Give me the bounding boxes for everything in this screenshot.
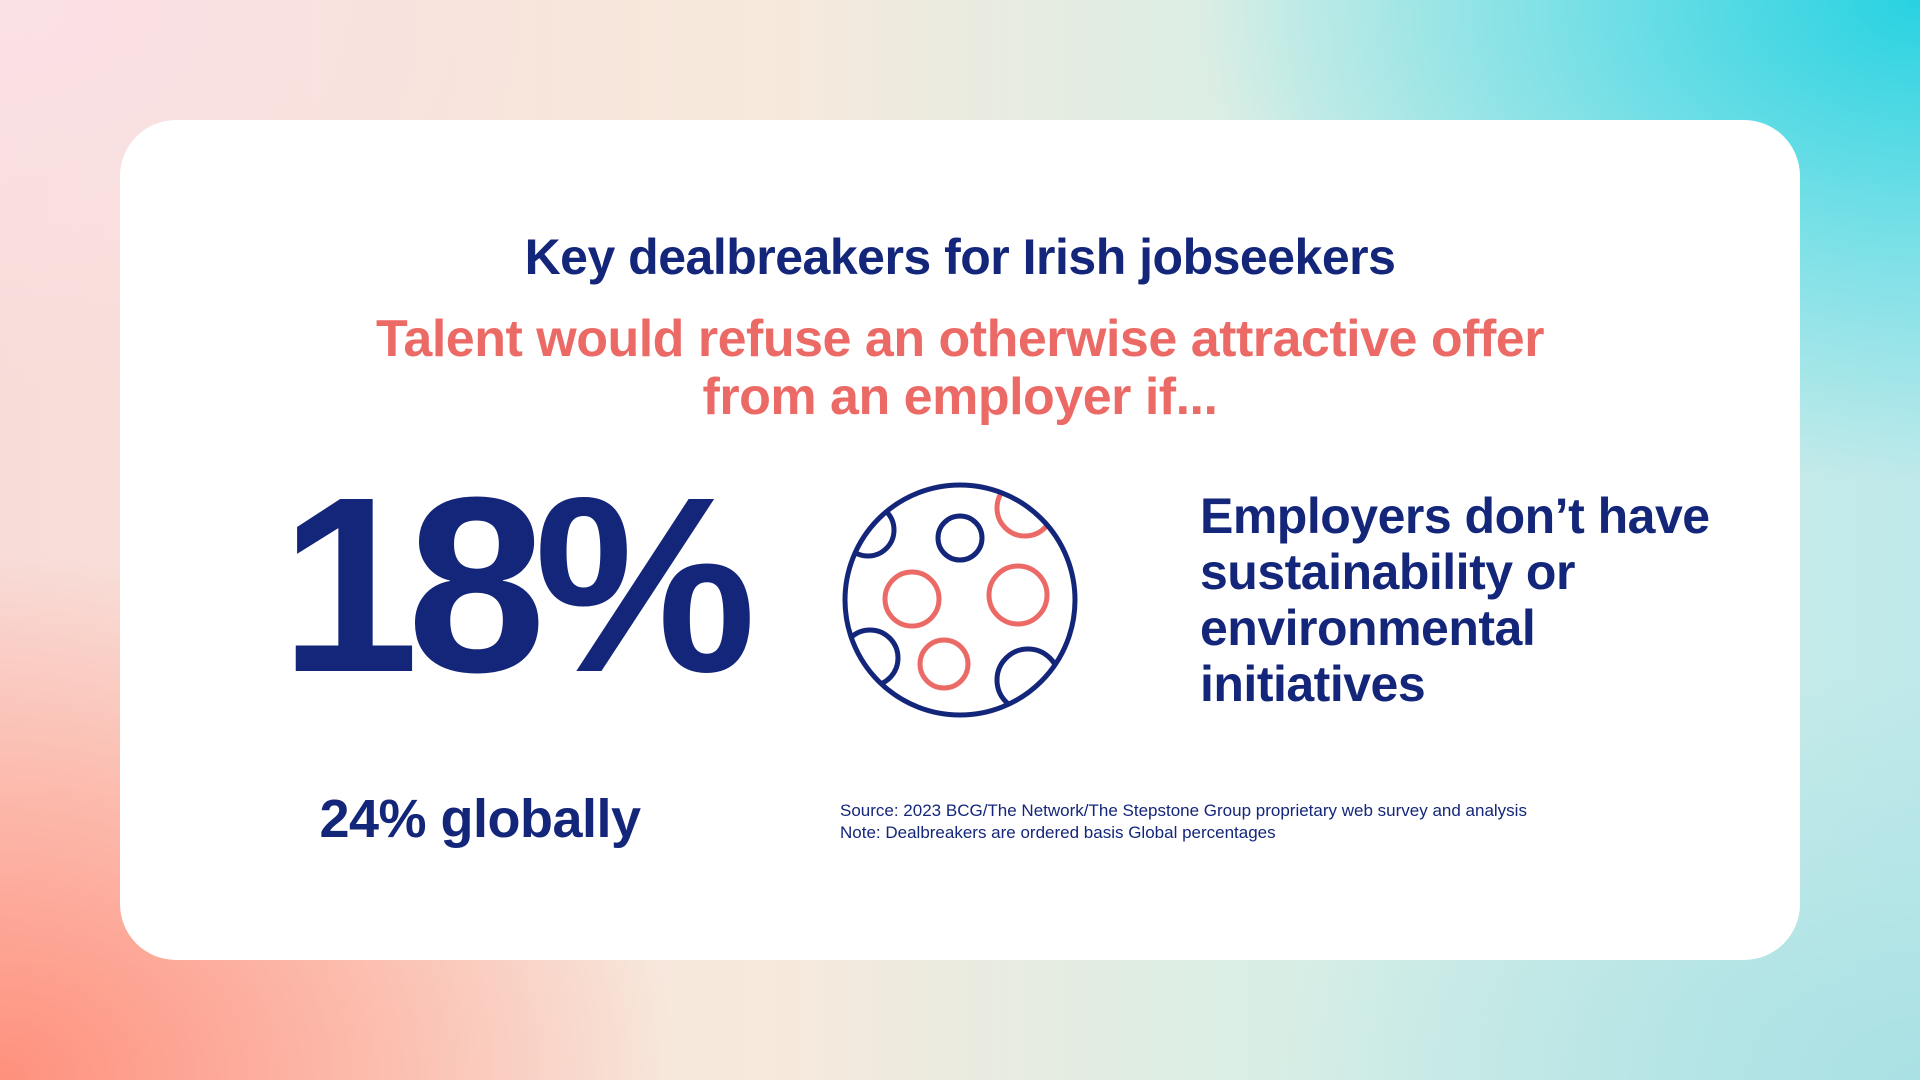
page-title: Key dealbreakers for Irish jobseekers [524, 229, 1396, 285]
method-note: Note: Dealbreakers are ordered basis Glo… [840, 823, 1276, 842]
dealbreaker-statement: Employers don’t have sustainability or e… [1200, 488, 1710, 712]
main-percentage: 18% [280, 445, 756, 724]
footnotes: Source: 2023 BCG/The Network/The Stepsto… [840, 800, 1700, 844]
inner-circle-bottom [917, 637, 971, 691]
inner-circle-left [882, 569, 942, 629]
globe-outline [842, 482, 1078, 718]
infographic-card: Key dealbreakers for Irish jobseekers Ta… [120, 120, 1800, 960]
subtitle: Talent would refuse an otherwise attract… [376, 310, 1544, 426]
inner-circle-top [935, 513, 985, 563]
source-note: Source: 2023 BCG/The Network/The Stepsto… [840, 801, 1527, 820]
global-percentage: 24% globally [319, 789, 641, 849]
globe-with-circles-icon [840, 480, 1080, 720]
inner-circle-right [986, 563, 1050, 627]
edge-circle-bottom-right [994, 646, 1062, 714]
